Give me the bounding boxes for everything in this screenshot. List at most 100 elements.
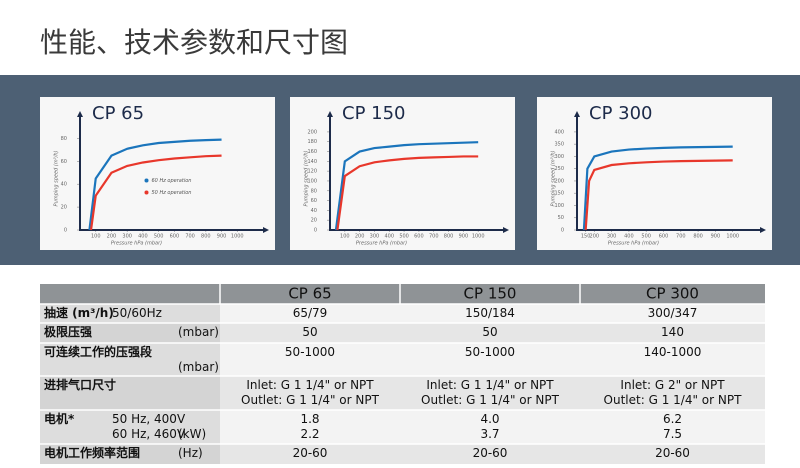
x-tick-label: 500 [641,234,651,240]
x-tick-label: 800 [693,234,703,240]
x-tick-label: 100 [91,234,101,240]
x-tick-label: 700 [676,234,686,240]
series-line [582,145,733,231]
label-cell [40,444,220,464]
y-axis-label: Pumping speed (m³/h) [54,151,60,207]
table-cell: 50 [482,325,497,339]
y-tick-label: 60 [311,198,317,204]
y-tick-label: 350 [554,142,564,148]
series-line [334,141,479,231]
axes [576,113,764,231]
y-axis-label: Pumping speed (m³/h) [551,151,557,207]
x-tick-label: 200 [590,234,600,240]
row-label: 可连续工作的压强段 [44,344,153,359]
x-tick-label: 100 [340,234,350,240]
row-bg [220,410,765,444]
y-tick-label: 80 [61,136,67,142]
row-unit: (mbar) [178,325,219,339]
x-tick-label: 600 [170,234,180,240]
x-tick-label: 800 [201,234,211,240]
x-tick-label: 900 [217,234,227,240]
row-bg [220,444,765,464]
x-tick-label: 200 [107,234,117,240]
row-label: 抽速 (m³/h) [44,305,114,320]
x-tick-label: 900 [711,234,721,240]
y-tick-label: 120 [307,169,317,175]
row-bg [220,304,765,323]
legend-marker [144,178,149,183]
table-cell: 4.0 [480,412,499,426]
label-cell [40,376,220,410]
table-cell: 3.7 [480,427,499,441]
y-tick-label: 250 [554,166,564,172]
y-tick-label: 100 [307,178,317,184]
table-cell: 150/184 [465,306,515,320]
row-bg [220,343,765,376]
page-title: 性能、技术参数和尺寸图 [40,26,348,59]
table-cell: 1.8 [300,412,319,426]
table-cell: 140 [661,325,684,339]
axes [79,113,267,231]
y-tick-label: 40 [61,182,67,188]
chart-panel [537,97,772,250]
row-unit: (Hz) [178,446,203,460]
row-label: 电机* [44,411,75,426]
table-cell: Outlet: G 1 1/4" or NPT [604,393,743,407]
table-cell: 2.2 [300,427,319,441]
table-cell: Inlet: G 2" or NPT [620,378,725,392]
x-tick-label: 900 [459,234,469,240]
table-cell: 50-1000 [285,345,335,359]
table-cell: Inlet: G 1 1/4" or NPT [246,378,374,392]
table-cell: 7.5 [663,427,682,441]
x-tick-label: 300 [370,234,380,240]
y-tick-label: 40 [311,208,317,214]
table-cell: 20-60 [293,446,328,460]
x-tick-label: 200 [355,234,365,240]
table-header-bg [40,284,765,304]
x-tick-label: 700 [429,234,439,240]
y-tick-label: 80 [311,188,317,194]
x-tick-label: 150 [581,234,591,240]
y-tick-label: 100 [554,203,564,209]
y-tick-label: 200 [307,129,317,135]
x-tick-label: 300 [122,234,132,240]
table-cell: 65/79 [293,306,328,320]
y-tick-label: 50 [558,215,564,221]
x-tick-label: 400 [138,234,148,240]
x-tick-label: 300 [607,234,617,240]
chart-title: CP 65 [92,103,144,124]
y-tick-label: 400 [554,129,564,135]
x-tick-label: 500 [399,234,409,240]
table-cell: 50-1000 [465,345,515,359]
row-label: 进排气口尺寸 [44,377,116,392]
x-tick-label: 1000 [231,234,244,240]
table-cell: Inlet: G 1 1/4" or NPT [426,378,554,392]
y-tick-label: 150 [554,191,564,197]
series-line [584,159,733,231]
row-sublabel: 50/60Hz [112,306,162,320]
row-unit: (mbar) [178,360,219,374]
x-tick-label: 1000 [472,234,485,240]
chart-title: CP 300 [589,103,653,124]
column-header: CP 300 [646,285,699,303]
table-cell: 20-60 [473,446,508,460]
chart-panel [290,97,515,250]
y-tick-label: 140 [307,159,317,165]
x-axis-label: Pressure hPa (mbar) [608,241,659,247]
legend-label: 60 Hz operation [152,178,192,184]
table-cell: 140-1000 [644,345,702,359]
row-sublabel: 50 Hz, 400V [112,412,186,426]
y-tick-label: 300 [554,154,564,160]
table-cell: Outlet: G 1 1/4" or NPT [421,393,560,407]
chart-panel [40,97,275,250]
label-cell [40,323,220,343]
x-tick-label: 800 [444,234,454,240]
column-header: CP 150 [464,285,517,303]
y-tick-label: 60 [61,159,67,165]
x-tick-label: 500 [154,234,164,240]
row-label: 极限压强 [44,324,92,339]
label-cell [40,343,220,376]
x-axis-label: Pressure hPa (mbar) [356,241,407,247]
